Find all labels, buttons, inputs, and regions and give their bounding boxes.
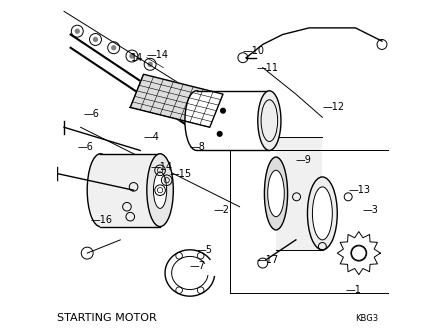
Ellipse shape (268, 170, 284, 217)
Text: —14: —14 (150, 162, 172, 172)
Ellipse shape (307, 177, 337, 250)
Circle shape (74, 28, 80, 34)
Circle shape (93, 37, 98, 42)
Text: —5: —5 (197, 245, 212, 255)
Circle shape (111, 45, 116, 50)
Text: —8: —8 (190, 142, 206, 152)
Text: KBG3: KBG3 (355, 314, 379, 323)
Circle shape (217, 132, 222, 136)
Text: —4: —4 (144, 132, 159, 142)
Text: —13: —13 (349, 185, 371, 195)
Ellipse shape (153, 172, 167, 208)
Circle shape (129, 53, 135, 59)
Bar (276, 137, 322, 250)
Text: —17: —17 (256, 255, 278, 265)
Text: —10: —10 (243, 46, 265, 56)
Text: —16: —16 (91, 215, 112, 225)
Bar (100, 154, 160, 227)
Text: STARTING MOTOR: STARTING MOTOR (58, 313, 157, 323)
Ellipse shape (147, 154, 173, 227)
Ellipse shape (313, 187, 332, 240)
Circle shape (148, 62, 153, 67)
Text: —15: —15 (170, 169, 192, 179)
Text: —9: —9 (296, 155, 312, 165)
Circle shape (221, 108, 225, 113)
Text: —11: —11 (256, 63, 278, 72)
Text: 14: 14 (131, 53, 144, 63)
Bar (197, 91, 269, 150)
Text: —3: —3 (362, 205, 378, 215)
Ellipse shape (87, 154, 114, 227)
Ellipse shape (258, 91, 281, 150)
Ellipse shape (264, 157, 288, 230)
Text: —14: —14 (136, 50, 169, 60)
Text: —6: —6 (77, 142, 93, 152)
Text: —2: —2 (213, 205, 229, 215)
Text: —12: —12 (322, 103, 344, 112)
Text: —7: —7 (190, 262, 206, 271)
Ellipse shape (185, 91, 208, 150)
Polygon shape (130, 74, 223, 127)
Text: —1: —1 (346, 285, 361, 295)
Text: —6: —6 (84, 109, 100, 119)
